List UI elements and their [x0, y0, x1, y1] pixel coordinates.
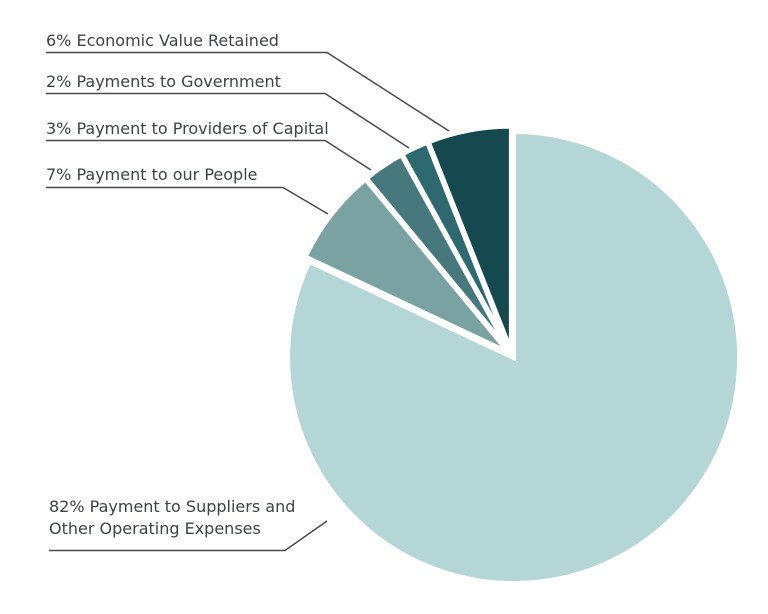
pie-wedges	[285, 123, 743, 586]
label-payment-to-suppliers-and-other-operating-expenses: 82% Payment to Suppliers and Other Opera…	[49, 496, 295, 540]
leader-line-payments-to-government	[46, 92, 410, 149]
label-suppliers-line-1: 82% Payment to Suppliers and	[49, 497, 296, 516]
leader-line-payment-to-our-people	[46, 186, 329, 215]
label-payments-to-government: 2% Payments to Government	[46, 72, 281, 91]
leader-line-payment-to-suppliers-and-other-operating-expenses	[49, 520, 328, 552]
pie-slice-payment-to-suppliers-and-other-operating-expenses	[285, 128, 743, 586]
label-payment-to-providers-of-capital: 3% Payment to Providers of Capital	[46, 119, 329, 138]
leader-lines	[46, 51, 450, 552]
leader-line-economic-value-retained	[46, 51, 450, 132]
label-economic-value-retained: 6% Economic Value Retained	[46, 31, 279, 50]
pie-slice-economic-value-retained	[424, 123, 514, 354]
label-suppliers-line-2: Other Operating Expenses	[49, 519, 261, 538]
label-payment-to-our-people: 7% Payment to our People	[46, 165, 258, 184]
leader-line-payment-to-providers-of-capital	[46, 139, 372, 171]
